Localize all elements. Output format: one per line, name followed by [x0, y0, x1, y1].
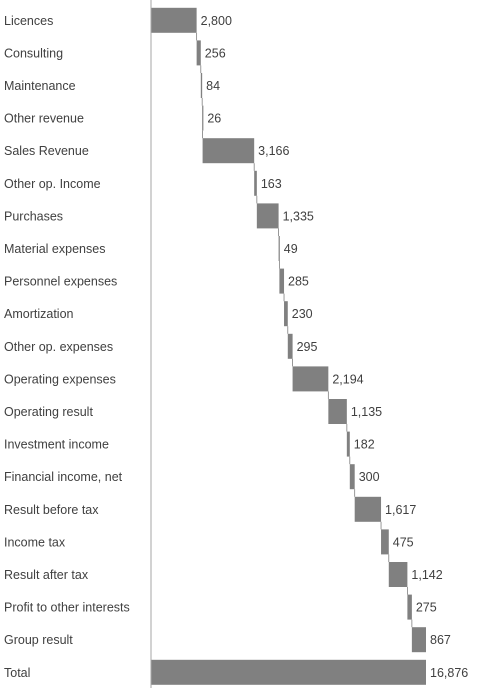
value-label: 285 [288, 275, 309, 289]
value-label: 84 [206, 79, 220, 93]
category-label: Other revenue [4, 112, 84, 126]
bar-licences [151, 7, 197, 33]
bar-sales-revenue [202, 138, 255, 164]
category-label: Other op. expenses [4, 340, 113, 354]
value-label: 256 [205, 46, 226, 60]
value-label: 3,166 [258, 144, 289, 158]
value-label: 2,194 [332, 372, 363, 386]
value-label: 275 [416, 601, 437, 615]
bar-amortization [284, 301, 288, 327]
bar-other-op-income [254, 170, 257, 196]
value-label: 230 [292, 307, 313, 321]
bar-total [151, 659, 426, 685]
bar-consulting [196, 40, 201, 66]
bar-result-before-tax [354, 496, 382, 522]
connector-lines [196, 32, 413, 628]
value-labels: 2,800 256 84 26 3,166 163 1,335 49 285 230 295 2,19… [201, 14, 469, 680]
value-label: 16,876 [430, 666, 468, 680]
bar-maintenance [200, 73, 203, 98]
category-label: Financial income, net [4, 470, 123, 484]
category-label: Profit to other interests [4, 601, 130, 615]
value-label: 26 [207, 112, 221, 126]
category-labels: Licences Consulting Maintenance Other reven… [4, 14, 130, 680]
category-label: Purchases [4, 209, 63, 223]
bar-group-result [411, 627, 426, 653]
value-label: 49 [284, 242, 298, 256]
bar-investment-income [346, 431, 350, 457]
value-label: 295 [297, 340, 318, 354]
bar-result-after-tax [388, 562, 408, 587]
bars-group [151, 7, 426, 685]
category-label: Investment income [4, 438, 109, 452]
category-label: Total [4, 666, 30, 680]
value-label: 163 [261, 177, 282, 191]
bar-operating-result [328, 399, 347, 424]
category-label: Amortization [4, 307, 74, 321]
category-label: Other op. Income [4, 177, 101, 191]
bar-other-revenue [202, 105, 204, 131]
value-label: 2,800 [201, 14, 232, 28]
category-label: Licences [4, 14, 53, 28]
bar-personnel-expenses [279, 268, 285, 294]
bar-purchases [256, 203, 279, 229]
category-label: Sales Revenue [4, 144, 89, 158]
category-label: Maintenance [4, 79, 76, 93]
bar-operating-expenses [292, 366, 329, 392]
category-label: Income tax [4, 535, 66, 549]
bar-material-expenses [278, 236, 280, 261]
value-label: 867 [430, 633, 451, 647]
category-label: Personnel expenses [4, 275, 117, 289]
category-label: Operating expenses [4, 372, 116, 386]
bar-income-tax [381, 529, 389, 555]
value-label: 1,335 [283, 209, 314, 223]
bar-profit-to-other-interests [407, 594, 412, 620]
value-label: 1,135 [351, 405, 382, 419]
value-label: 1,142 [411, 568, 442, 582]
value-label: 300 [359, 470, 380, 484]
value-label: 475 [393, 535, 414, 549]
category-label: Group result [4, 633, 73, 647]
bar-financial-income-net [349, 464, 355, 490]
value-label: 182 [354, 438, 375, 452]
category-label: Result after tax [4, 568, 89, 582]
bar-other-op-expenses [287, 333, 293, 359]
value-label: 1,617 [385, 503, 416, 517]
category-label: Result before tax [4, 503, 99, 517]
category-label: Consulting [4, 46, 63, 60]
category-label: Material expenses [4, 242, 105, 256]
category-label: Operating result [4, 405, 93, 419]
